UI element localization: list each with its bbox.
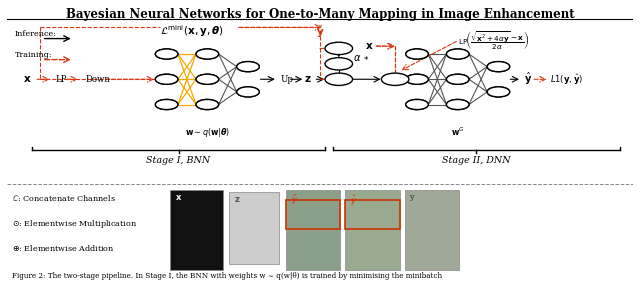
Circle shape (487, 87, 509, 97)
Text: $\oplus$: Elementwise Addition: $\oplus$: Elementwise Addition (12, 243, 115, 254)
Circle shape (447, 74, 469, 84)
Text: $\mathcal{L}^\mathrm{mini}(\mathbf{x},\mathbf{y},\boldsymbol{\theta})$: $\mathcal{L}^\mathrm{mini}(\mathbf{x},\m… (161, 23, 224, 39)
Text: $\mathbf{z}$: $\mathbf{z}$ (234, 195, 241, 204)
Circle shape (237, 61, 259, 72)
Circle shape (325, 58, 353, 70)
Text: $\mathbb{C}$: $\mathbb{C}$ (334, 74, 343, 85)
Circle shape (156, 100, 178, 110)
Circle shape (156, 100, 178, 110)
Circle shape (447, 49, 469, 59)
Text: $\odot$: $\odot$ (333, 42, 344, 55)
Circle shape (156, 49, 178, 59)
Text: $L1(\mathbf{y},\hat{\mathbf{y}})$: $L1(\mathbf{y},\hat{\mathbf{y}})$ (550, 72, 584, 87)
Circle shape (196, 49, 219, 59)
Circle shape (406, 100, 428, 110)
Text: Inference:: Inference: (15, 30, 56, 38)
Text: $\mathbf{w}^G$: $\mathbf{w}^G$ (451, 125, 465, 138)
Text: $\oplus$: $\oplus$ (333, 57, 344, 70)
Circle shape (487, 61, 509, 72)
Text: $\mathbf{z}$: $\mathbf{z}$ (304, 74, 312, 84)
Text: $\mathrm{LP}\!\left(\dfrac{\sqrt{\mathbf{x}^2+4\alpha\mathbf{y}}-\mathbf{x}}{2\a: $\mathrm{LP}\!\left(\dfrac{\sqrt{\mathbf… (458, 29, 529, 51)
Text: $\mathbb{C}$: $\mathbb{C}$ (390, 74, 399, 85)
Circle shape (196, 49, 219, 59)
Text: Down: Down (86, 75, 111, 84)
Text: $\mathbf{x}$: $\mathbf{x}$ (23, 74, 31, 84)
Text: Stage II, DNN: Stage II, DNN (442, 156, 511, 165)
FancyBboxPatch shape (170, 190, 223, 270)
Text: $\mathbf{w} \sim q(\mathbf{w}|\boldsymbol{\theta})$: $\mathbf{w} \sim q(\mathbf{w}|\boldsymbo… (184, 125, 230, 138)
Circle shape (447, 49, 469, 59)
Circle shape (196, 100, 219, 110)
Circle shape (196, 100, 219, 110)
Circle shape (487, 87, 509, 97)
Circle shape (447, 100, 469, 110)
Text: Up: Up (280, 75, 293, 84)
Circle shape (406, 74, 428, 84)
Circle shape (381, 73, 409, 85)
Circle shape (196, 74, 219, 84)
Circle shape (325, 73, 353, 85)
Circle shape (237, 87, 259, 97)
Text: Bayesian Neural Networks for One-to-Many Mapping in Image Enhancement: Bayesian Neural Networks for One-to-Many… (66, 8, 574, 21)
Text: Training:: Training: (15, 51, 52, 59)
Text: Stage I, BNN: Stage I, BNN (147, 156, 211, 165)
Circle shape (447, 100, 469, 110)
Circle shape (406, 74, 428, 84)
Text: Figure 2: The two-stage pipeline. In Stage I, the BNN with weights w ∼ q(w|θ) is: Figure 2: The two-stage pipeline. In Sta… (12, 272, 442, 280)
Circle shape (237, 61, 259, 72)
Circle shape (237, 87, 259, 97)
Circle shape (406, 49, 428, 59)
FancyBboxPatch shape (285, 190, 340, 270)
Circle shape (406, 49, 428, 59)
Text: $\odot$: Elementwise Multiplication: $\odot$: Elementwise Multiplication (12, 218, 138, 230)
Text: $\tilde{\mathbf{y}}$: $\tilde{\mathbf{y}}$ (316, 25, 324, 39)
Circle shape (156, 49, 178, 59)
FancyBboxPatch shape (345, 190, 399, 270)
FancyBboxPatch shape (229, 191, 279, 265)
Text: $\tilde{y}$: $\tilde{y}$ (291, 193, 298, 207)
Text: y: y (410, 193, 414, 201)
Circle shape (196, 74, 219, 84)
Text: $\alpha$: $\alpha$ (353, 52, 362, 63)
Circle shape (325, 42, 353, 55)
Circle shape (156, 74, 178, 84)
Circle shape (487, 61, 509, 72)
FancyBboxPatch shape (404, 190, 459, 270)
Text: $\mathbf{x}$: $\mathbf{x}$ (365, 41, 373, 51)
Circle shape (447, 74, 469, 84)
Text: $*$: $*$ (364, 54, 369, 63)
Text: $\mathbf{x}$: $\mathbf{x}$ (175, 193, 182, 202)
Circle shape (406, 100, 428, 110)
Text: $\hat{\mathbf{y}}$: $\hat{\mathbf{y}}$ (524, 71, 532, 87)
Text: $\mathbb{C}$: Concatenate Channels: $\mathbb{C}$: Concatenate Channels (12, 193, 116, 203)
Text: LP: LP (56, 75, 67, 84)
Circle shape (156, 74, 178, 84)
Text: $\hat{y}$: $\hat{y}$ (350, 193, 357, 208)
